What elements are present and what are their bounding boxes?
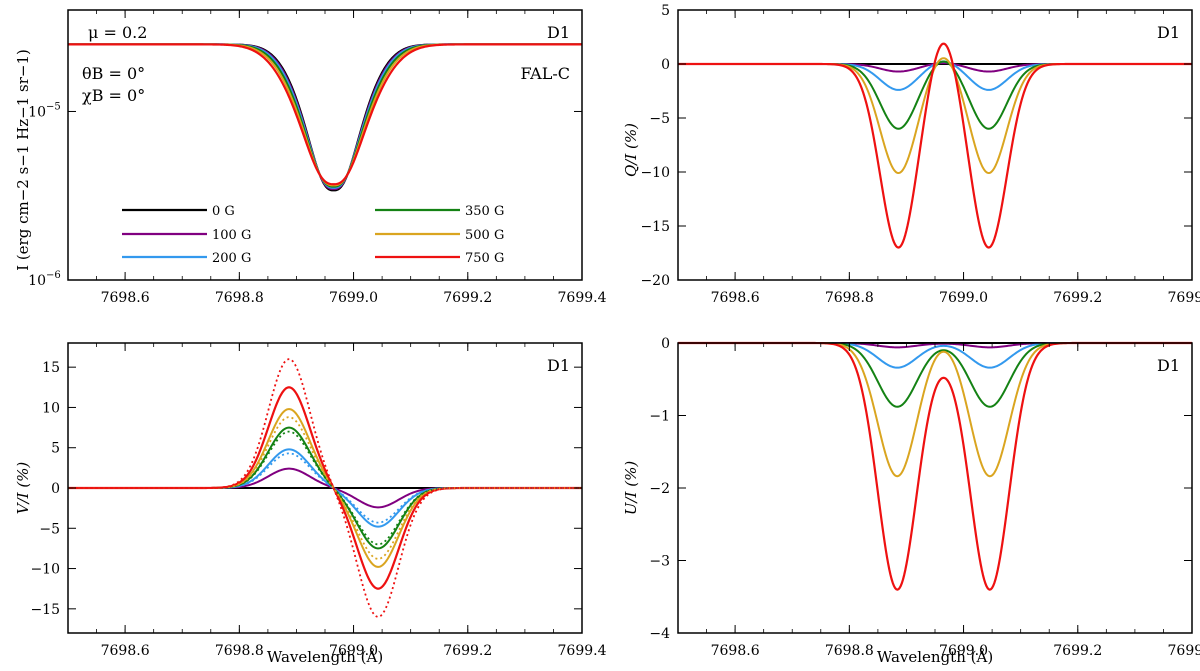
u-curve <box>678 342 1192 408</box>
model-label: FAL-C <box>520 64 570 83</box>
u-panel: 7698.67698.87699.07699.27699.40−1−2−3−4 … <box>622 336 1200 666</box>
u-xlabel: Wavelength (Å) <box>877 648 993 666</box>
y-tick-label: 10 <box>28 273 46 289</box>
y-tick-label: 5 <box>51 441 60 457</box>
y-tick-label: −2 <box>649 481 670 497</box>
x-tick-label: 7699.2 <box>1053 290 1102 306</box>
x-tick-label: 7699.4 <box>1168 643 1200 659</box>
y-tick-label: 0 <box>661 57 670 73</box>
legend-label: 0 G <box>212 204 235 219</box>
mu-label: μ = 0.2 <box>88 23 147 42</box>
y-tick-label: −4 <box>649 626 670 642</box>
legend-label: 500 G <box>465 228 504 243</box>
y-tick-label: −3 <box>649 554 670 570</box>
intensity-curve <box>68 43 582 186</box>
y-tick-label: −10 <box>30 562 60 578</box>
x-tick-label: 7698.6 <box>101 290 150 306</box>
legend-label: 100 G <box>212 228 251 243</box>
u-curve <box>678 341 1192 591</box>
chi-label: χB = 0° <box>82 86 145 105</box>
y-tick-label: −5 <box>649 111 670 127</box>
q-ylabel: Q/I (%) <box>622 123 640 177</box>
u-ylabel: U/I (%) <box>622 461 640 515</box>
d1-label-u: D1 <box>1157 356 1180 375</box>
d1-label-i: D1 <box>547 23 570 42</box>
y-tick-label: −5 <box>39 521 60 537</box>
x-tick-label: 7699.4 <box>1168 290 1200 306</box>
x-tick-label: 7698.6 <box>711 643 760 659</box>
x-tick-label: 7699.0 <box>329 290 378 306</box>
x-tick-label: 7699.2 <box>443 290 492 306</box>
x-tick-label: 7698.8 <box>215 643 264 659</box>
u-frame <box>677 342 1193 634</box>
d1-label-v: D1 <box>547 356 570 375</box>
x-tick-label: 7699.0 <box>939 290 988 306</box>
y-tick-label: −10 <box>640 165 670 181</box>
x-tick-label: 7699.4 <box>558 290 607 306</box>
x-tick-label: 7699.4 <box>558 643 607 659</box>
intensity-frame <box>67 9 583 281</box>
intensity-panel: 7698.6 7698.8 7699.0 7699.2 7699.410−610−5 μ… <box>14 9 607 306</box>
intensity-ylabel: I (erg cm−2 s−1 Hz−1 sr−1) <box>14 49 32 271</box>
q-curve <box>678 60 1192 130</box>
y-tick-label: −15 <box>30 602 60 618</box>
theta-label: θB = 0° <box>82 64 145 83</box>
d1-label-q: D1 <box>1157 23 1180 42</box>
y-tick-label: 0 <box>661 336 670 352</box>
y-tick-label: −15 <box>640 219 670 235</box>
x-tick-label: 7699.2 <box>443 643 492 659</box>
x-tick-label: 7698.8 <box>825 290 874 306</box>
v-dotted-curve <box>68 358 582 618</box>
v-ylabel: V/I (%) <box>14 462 32 515</box>
x-tick-label: 7698.8 <box>825 643 874 659</box>
y-tick-label: 0 <box>51 481 60 497</box>
y-tick-exponent: −5 <box>46 101 61 112</box>
x-tick-label: 7699.0 <box>329 643 378 659</box>
y-tick-label: −20 <box>640 273 670 289</box>
q-curve <box>678 57 1192 175</box>
y-tick-label: 10 <box>42 400 60 416</box>
u-curve <box>678 342 1192 478</box>
v-xlabel: Wavelength (Å) <box>267 648 383 666</box>
legend: 0 G 100 G 200 G 350 G 500 G 750 G <box>122 204 504 266</box>
y-tick-label: 5 <box>661 3 670 19</box>
x-tick-label: 7698.6 <box>101 643 150 659</box>
legend-label: 350 G <box>465 204 504 219</box>
q-panel: 7698.6 7698.8 7699.0 7699.2 7699.4 5 0 −5 −10 −15… <box>622 3 1200 306</box>
y-tick-label: 15 <box>42 360 60 376</box>
y-tick-label: −1 <box>649 409 670 425</box>
q-curve <box>678 42 1192 249</box>
x-tick-label: 7698.8 <box>215 290 264 306</box>
v-panel: 7698.6 7698.8 7699.0 7699.2 7699.4 15 10 5 0 −5 −1… <box>14 342 607 666</box>
legend-label: 200 G <box>212 251 251 266</box>
q-frame <box>677 9 1193 281</box>
legend-label: 750 G <box>465 251 504 266</box>
x-tick-label: 7699.2 <box>1053 643 1102 659</box>
x-tick-label: 7698.6 <box>711 290 760 306</box>
x-tick-label: 7699.0 <box>939 643 988 659</box>
y-tick-label: 10 <box>28 104 46 120</box>
y-tick-exponent: −6 <box>46 270 61 281</box>
